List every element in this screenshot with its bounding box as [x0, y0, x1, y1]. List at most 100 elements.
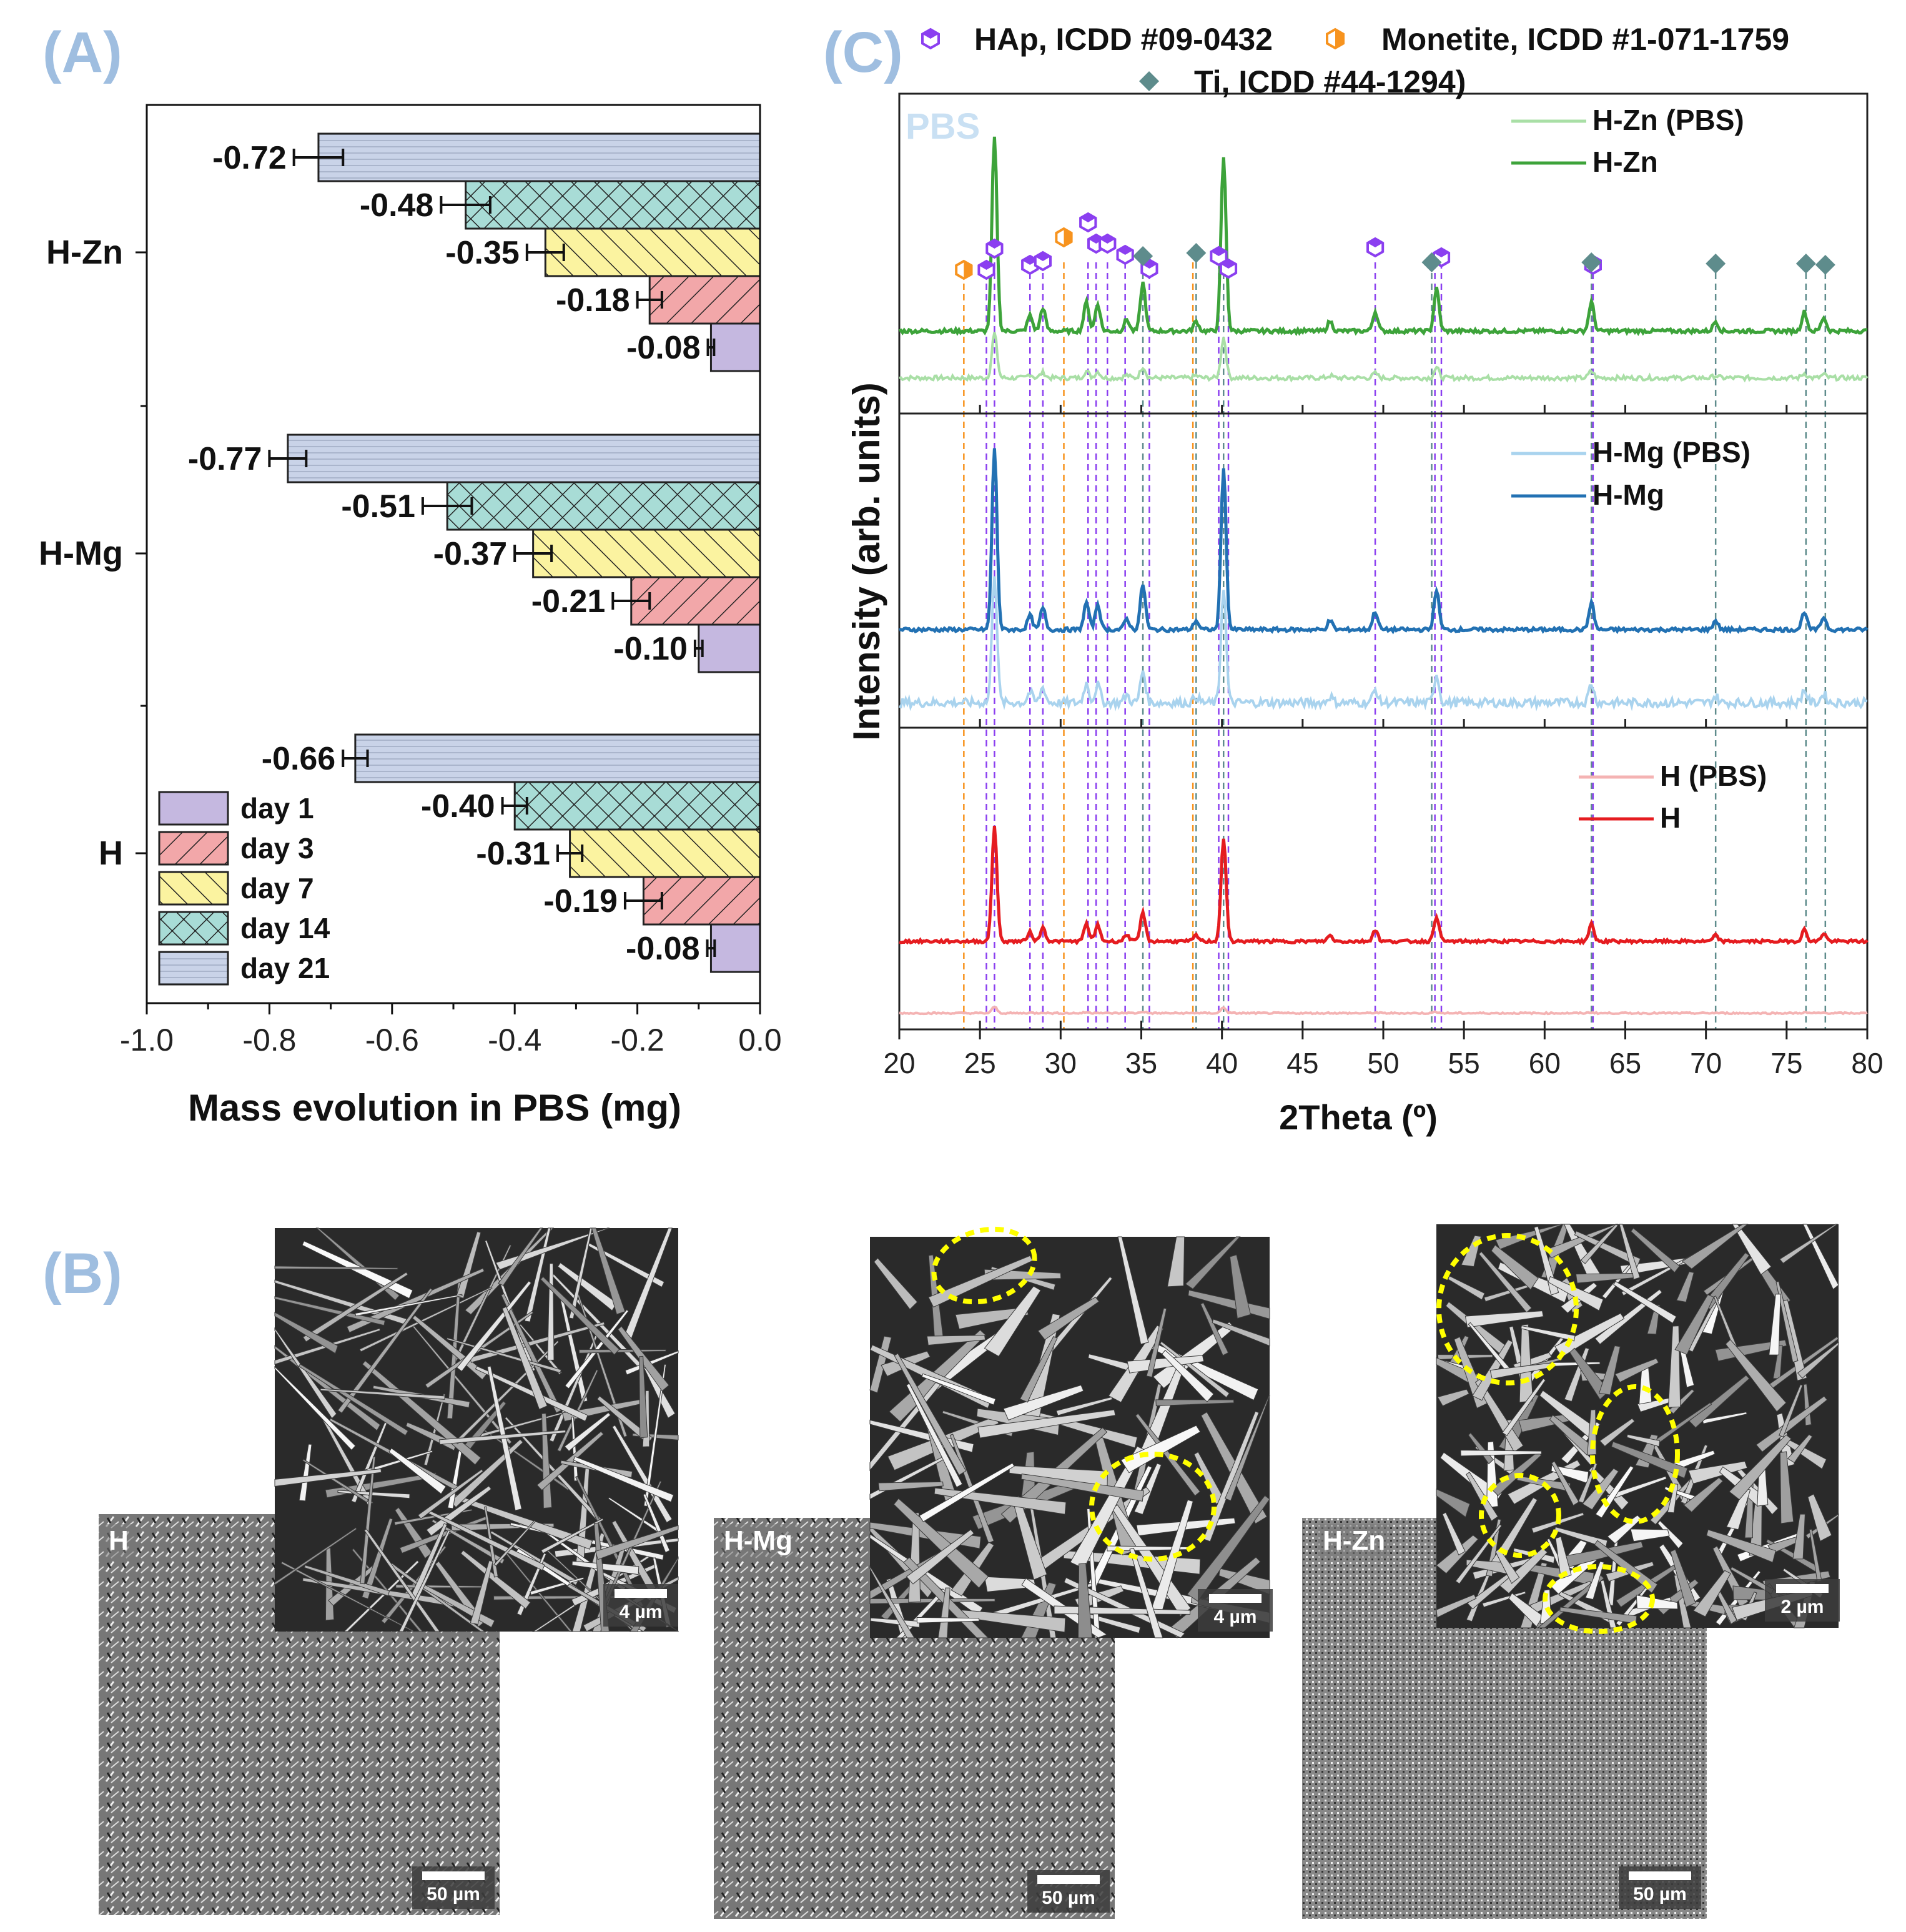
crystal-blade [617, 1325, 669, 1392]
crystal-blade [355, 1294, 463, 1317]
crystal-blade [470, 1560, 493, 1625]
crystal-blade [302, 1459, 369, 1503]
crystal-blade [540, 1276, 620, 1355]
crystal-blade [1676, 1271, 1694, 1303]
crystal-blade [1725, 1339, 1787, 1412]
crystal-blade [426, 1485, 492, 1537]
crystal-blade [363, 1528, 441, 1632]
highlight-circle [1543, 1564, 1655, 1634]
ti-marker [1421, 252, 1442, 272]
x-tick-label: 60 [1529, 1047, 1561, 1079]
panel-label-a: (A) [42, 21, 122, 84]
x-tick-label: 75 [1770, 1047, 1802, 1079]
legend-label: day 7 [240, 872, 314, 904]
bar-H-Mg-day-1 [698, 623, 761, 673]
hap-marker [1099, 233, 1117, 254]
crystal-blade [1683, 1477, 1724, 1513]
data-label: -0.19 [543, 883, 618, 919]
crystal-blade [1599, 1418, 1636, 1447]
crystal-blade [1549, 1414, 1594, 1455]
crystal-blade [928, 1255, 1034, 1308]
crystal-blade [1155, 1399, 1235, 1407]
crystal-blade [540, 1518, 604, 1554]
crystal-blade [1448, 1276, 1485, 1300]
bar-H-Zn-day-14 [465, 180, 761, 230]
crystal-blade [1003, 1384, 1084, 1421]
crystal-blade [1782, 1299, 1807, 1381]
crystal-blade [274, 1312, 338, 1354]
x-tick-label: 40 [1206, 1047, 1238, 1079]
x-axis-title: Mass evolution in PBS (mg) [188, 1087, 681, 1129]
crystal-blade [869, 1335, 892, 1394]
phase-legend-label: Monetite, ICDD #1-071-1759 [1381, 22, 1789, 57]
crystal-blade [571, 1560, 639, 1575]
crystal-blade [1585, 1561, 1605, 1600]
x-tick-label: -0.4 [488, 1023, 541, 1058]
crystal-blade [1688, 1460, 1748, 1484]
legend-swatch [158, 791, 229, 826]
crystal-blade [1167, 1236, 1185, 1287]
data-label: -0.66 [262, 741, 336, 777]
crystal-blade [439, 1430, 566, 1445]
crystal-blade [412, 1315, 488, 1380]
legend-label: H (PBS) [1660, 760, 1767, 792]
data-label: -0.10 [613, 631, 688, 667]
crystal-blade [388, 1447, 447, 1495]
crystal-blade [498, 1227, 543, 1286]
y-axis-title: Intensity (arb. units) [846, 382, 887, 740]
hap-marker [1034, 250, 1052, 272]
crystal-blade [625, 1350, 679, 1375]
bar-H-day-1 [709, 923, 761, 973]
highlight-circle [1590, 1384, 1680, 1524]
crystal-blade [1630, 1227, 1680, 1273]
x-tick-label: 20 [883, 1047, 915, 1079]
crystal-blade [302, 1272, 408, 1342]
crystal-blade [878, 1481, 944, 1492]
hap-marker [1116, 244, 1134, 265]
crystal-blade [423, 1394, 446, 1466]
crystal-blade [1779, 1224, 1839, 1264]
crystal-blade [578, 1349, 666, 1354]
crystal-blade [398, 1529, 451, 1632]
crystal-blade [410, 1523, 448, 1600]
data-label: -0.08 [626, 330, 701, 366]
crystal-blade [1732, 1224, 1772, 1276]
crystal-blade [906, 1529, 975, 1585]
phase-legend-label: Ti, ICDD #44-1294) [1194, 64, 1466, 99]
xrd-line-H-Mg-(PBS) [899, 576, 1868, 711]
crystal-blade [298, 1364, 409, 1436]
crystal-blade [984, 1286, 1042, 1357]
x-tick-label: 50 [1367, 1047, 1399, 1079]
monetite-marker-fill [964, 261, 972, 279]
crystal-blade [1078, 1563, 1093, 1638]
crystal-blade [536, 1431, 604, 1491]
crystal-blade [493, 1520, 536, 1567]
crystal-blade [1626, 1434, 1661, 1447]
crystal-blade [1674, 1294, 1714, 1355]
sem-images [99, 1224, 1839, 1919]
crystal-blade [1729, 1434, 1792, 1500]
ti-marker [1706, 254, 1726, 274]
crystal-blade [1212, 1319, 1270, 1347]
legend-swatch [158, 951, 229, 986]
crystal-blade [361, 1518, 393, 1600]
crystal-blade [1491, 1244, 1539, 1290]
scale-bar-hmg-low: 50 µm [1027, 1870, 1110, 1913]
crystal-blade [916, 1617, 980, 1623]
monetite-marker [1055, 227, 1073, 248]
crystal-blade [1019, 1336, 1058, 1403]
crystal-blade [1594, 1540, 1658, 1593]
legend-label: H-Zn (PBS) [1592, 104, 1744, 136]
crystal-blade [1619, 1224, 1641, 1280]
crystal-blade [1159, 1341, 1230, 1398]
crystal-blade [1055, 1396, 1113, 1416]
crystal-blade [1779, 1384, 1803, 1437]
hap-icon [921, 27, 940, 50]
scale-bar-hzn-low: 50 µm [1619, 1866, 1701, 1909]
bar-H-Mg-day-14 [446, 481, 761, 531]
crystal-blade [320, 1388, 445, 1400]
crystal-blade [530, 1577, 585, 1595]
crystal-blade [475, 1365, 588, 1422]
sem-hmg-high-mag [869, 1226, 1270, 1638]
category-label: H [99, 835, 123, 872]
